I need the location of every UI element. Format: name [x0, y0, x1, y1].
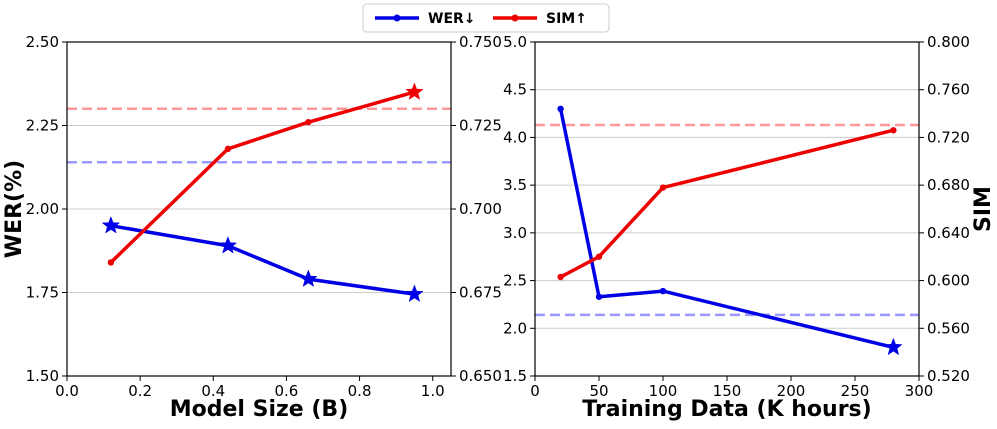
right-sim-point [890, 127, 897, 134]
right-y-left-tick-label: 5.0 [503, 33, 527, 51]
right-y-left-tick-label: 3.5 [503, 176, 527, 194]
right-sim-point [595, 253, 603, 260]
right-y-right-tick-label: 0.680 [927, 176, 970, 194]
left-y-right-tick-label: 0.725 [459, 117, 502, 135]
left-wer-point [101, 215, 121, 234]
left-x-tick-label: 0.6 [274, 382, 298, 400]
right-x-tick-label: 250 [841, 382, 870, 400]
legend-sim-label: SIM↑ [546, 11, 587, 27]
left-x-tick-label: 0.0 [55, 382, 79, 400]
left-sim-point [305, 118, 312, 126]
right-y-right-tick-label: 0.640 [927, 224, 970, 242]
right-y-left-tick-label: 3.0 [503, 224, 527, 242]
left-wer-point [218, 236, 238, 254]
left-x-tick-label: 0.4 [201, 382, 225, 400]
left-sim-point [107, 259, 115, 266]
right-wer-point [659, 287, 667, 295]
left-series-wer-line [110, 223, 415, 296]
right-y-axis-label: SIM [971, 186, 996, 232]
left-y-right-tick-label: 0.700 [459, 200, 502, 218]
right-series-wer-line [558, 108, 894, 350]
right-y-left-tick-label: 4.0 [503, 128, 527, 146]
left-y-right-tick-label: 0.650 [459, 367, 502, 385]
left-x-tick-label: 0.2 [128, 382, 152, 400]
right-y-right-tick-label: 0.760 [927, 81, 970, 99]
right-x-tick-label: 150 [713, 382, 742, 400]
left-y-axis-label: WER(%) [2, 160, 27, 258]
left-y-left-tick-label: 2.25 [26, 117, 59, 135]
right-y-left-tick-label: 1.5 [503, 367, 527, 385]
right-x-axis-label: Training Data (K hours) [582, 397, 871, 422]
left-series-sim-line [109, 90, 415, 264]
right-wer-point [884, 337, 903, 356]
left-sim-point [405, 82, 424, 100]
left-y-left-tick-label: 1.75 [26, 284, 59, 302]
right-y-left-tick-label: 4.5 [503, 81, 527, 99]
right-y-left-tick-label: 2.5 [503, 272, 527, 290]
left-sim-point [224, 145, 232, 153]
right-y-left-tick-label: 2.0 [503, 319, 527, 337]
left-x-tick-label: 0.8 [348, 382, 372, 400]
right-y-right-tick-label: 0.800 [927, 33, 970, 51]
right-wer-point [557, 105, 564, 113]
legend-frame [362, 3, 610, 33]
right-x-tick-label: 200 [777, 382, 806, 400]
right-sim-point [659, 184, 667, 191]
right-sim-point [557, 273, 564, 281]
right-x-tick-label: 300 [905, 382, 934, 400]
right-y-right-tick-label: 0.720 [927, 128, 970, 146]
legend-wer-marker [393, 14, 401, 22]
legend-wer-label: WER↓ [428, 11, 476, 27]
left-y-left-tick-label: 2.00 [26, 200, 59, 218]
right-x-tick-label: 100 [649, 382, 678, 400]
right-axes-frame [534, 41, 920, 377]
right-x-tick-label: 50 [589, 382, 608, 400]
left-x-tick-label: 1.0 [421, 382, 445, 400]
left-wer-point [299, 269, 318, 287]
right-wer-point [595, 293, 603, 300]
right-y-right-tick-label: 0.520 [927, 367, 970, 385]
left-wer-point [405, 284, 424, 303]
left-y-right-tick-label: 0.675 [459, 284, 502, 302]
right-x-tick-label: 0 [530, 382, 540, 400]
right-y-right-tick-label: 0.600 [927, 272, 970, 290]
left-y-left-tick-label: 2.50 [26, 33, 59, 51]
legend: WER↓ SIM↑ [362, 3, 610, 33]
subplot-model-size: Model Size (B) WER(%) 1.50 1.75 2.00 2.25 2.… [2, 33, 502, 422]
left-x-axis-label: Model Size (B) [170, 397, 349, 422]
subplot-training-data: Training Data (K hours) SIM 1.5 2.0 2.5 3.0… [503, 33, 996, 422]
right-series-sim-line [559, 128, 894, 279]
legend-sim-marker [511, 14, 519, 22]
left-axes-frame [66, 41, 452, 377]
left-y-left-tick-label: 1.50 [26, 367, 59, 385]
right-y-right-tick-label: 0.560 [927, 319, 970, 337]
left-y-right-tick-label: 0.750 [459, 33, 502, 51]
